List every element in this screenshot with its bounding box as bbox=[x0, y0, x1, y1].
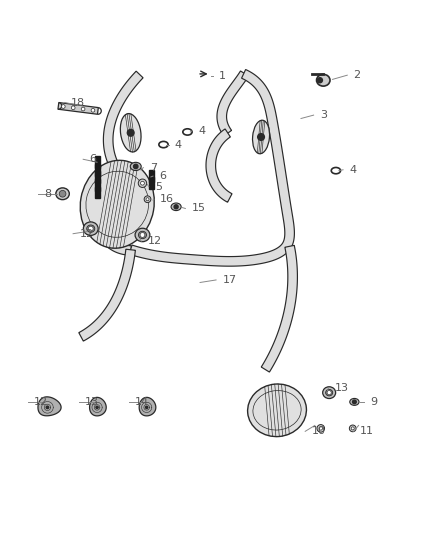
Bar bbox=[149, 170, 154, 182]
Text: 2: 2 bbox=[353, 70, 360, 80]
Text: 9: 9 bbox=[371, 397, 378, 407]
Polygon shape bbox=[90, 398, 106, 416]
Circle shape bbox=[319, 427, 322, 430]
Circle shape bbox=[353, 400, 356, 403]
Circle shape bbox=[46, 406, 49, 409]
Text: 18: 18 bbox=[71, 98, 85, 108]
Text: 7: 7 bbox=[150, 163, 157, 173]
Ellipse shape bbox=[171, 203, 181, 211]
Text: 4: 4 bbox=[198, 126, 205, 136]
Text: 12: 12 bbox=[34, 397, 48, 407]
Ellipse shape bbox=[325, 390, 333, 396]
Bar bbox=[149, 177, 154, 189]
Ellipse shape bbox=[56, 188, 69, 200]
Circle shape bbox=[88, 227, 93, 231]
Circle shape bbox=[145, 406, 148, 408]
Circle shape bbox=[258, 134, 265, 140]
Ellipse shape bbox=[83, 222, 98, 236]
Text: 5: 5 bbox=[155, 182, 162, 191]
Circle shape bbox=[91, 108, 95, 112]
Polygon shape bbox=[58, 102, 98, 114]
Text: 6: 6 bbox=[89, 154, 96, 164]
Circle shape bbox=[327, 391, 331, 395]
Text: 13: 13 bbox=[335, 383, 349, 393]
Ellipse shape bbox=[120, 114, 141, 152]
Circle shape bbox=[351, 427, 354, 430]
Ellipse shape bbox=[350, 399, 359, 406]
Bar bbox=[95, 156, 99, 168]
Bar bbox=[95, 179, 99, 191]
Ellipse shape bbox=[87, 225, 95, 232]
Ellipse shape bbox=[130, 163, 141, 171]
Text: 17: 17 bbox=[223, 275, 237, 285]
Ellipse shape bbox=[317, 74, 330, 86]
Text: 6: 6 bbox=[159, 171, 166, 181]
Bar bbox=[95, 164, 99, 176]
Text: 12: 12 bbox=[79, 229, 94, 239]
Polygon shape bbox=[206, 129, 232, 202]
Polygon shape bbox=[103, 71, 143, 167]
Circle shape bbox=[140, 232, 145, 237]
Text: 4: 4 bbox=[175, 140, 182, 150]
Polygon shape bbox=[79, 249, 135, 341]
Text: 10: 10 bbox=[311, 426, 325, 437]
Ellipse shape bbox=[135, 228, 150, 241]
Circle shape bbox=[59, 190, 66, 197]
Circle shape bbox=[81, 107, 85, 111]
Text: 1: 1 bbox=[219, 71, 226, 82]
Bar bbox=[95, 187, 99, 198]
Text: 4: 4 bbox=[350, 165, 357, 175]
Text: 15: 15 bbox=[192, 204, 206, 214]
Polygon shape bbox=[217, 71, 249, 136]
Ellipse shape bbox=[247, 384, 307, 437]
Ellipse shape bbox=[80, 160, 154, 248]
Circle shape bbox=[138, 179, 147, 188]
Circle shape bbox=[174, 205, 178, 209]
Text: 14: 14 bbox=[135, 397, 149, 407]
Ellipse shape bbox=[323, 387, 336, 399]
Bar bbox=[95, 172, 99, 183]
Circle shape bbox=[141, 181, 145, 185]
Text: 3: 3 bbox=[320, 110, 327, 120]
Circle shape bbox=[144, 196, 151, 203]
Polygon shape bbox=[129, 69, 294, 266]
Circle shape bbox=[317, 425, 325, 432]
Circle shape bbox=[146, 198, 149, 201]
Polygon shape bbox=[93, 162, 131, 255]
Ellipse shape bbox=[253, 120, 269, 154]
Text: 8: 8 bbox=[45, 189, 52, 199]
Text: 12: 12 bbox=[148, 236, 162, 246]
Circle shape bbox=[318, 78, 322, 83]
Text: 11: 11 bbox=[360, 426, 374, 437]
Circle shape bbox=[350, 425, 356, 432]
Polygon shape bbox=[139, 398, 156, 416]
Circle shape bbox=[127, 130, 134, 136]
Circle shape bbox=[61, 104, 65, 108]
Ellipse shape bbox=[138, 231, 146, 239]
Circle shape bbox=[134, 164, 138, 168]
Text: 16: 16 bbox=[160, 194, 174, 204]
Circle shape bbox=[71, 106, 75, 110]
Circle shape bbox=[96, 406, 98, 408]
Text: 13: 13 bbox=[85, 397, 99, 407]
Polygon shape bbox=[38, 397, 61, 416]
Polygon shape bbox=[261, 245, 297, 372]
